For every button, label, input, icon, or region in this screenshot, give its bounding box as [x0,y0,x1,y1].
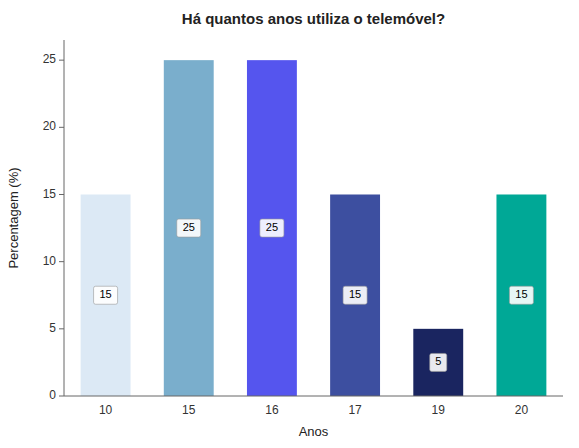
bar [330,194,380,396]
y-tick [59,396,64,397]
x-tick-label: 15 [182,403,196,417]
data-label: 25 [266,221,278,233]
bar [413,329,463,396]
y-tick-label: 5 [49,321,56,335]
data-label-box [343,286,367,304]
x-tick-label: 17 [348,403,362,417]
data-label: 25 [183,221,195,233]
y-tick-label: 0 [49,388,56,402]
data-label-box [430,353,447,371]
x-tick-label: 19 [432,403,446,417]
bar [164,60,214,396]
y-axis-line [64,40,65,396]
x-axis-label: Anos [299,424,329,439]
data-label: 15 [349,288,361,300]
data-label-box [94,286,118,304]
y-tick-label: 25 [43,52,57,66]
y-tick [59,127,64,128]
data-label-box [177,219,201,237]
x-axis-line [64,396,563,397]
bar [496,194,546,396]
y-tick [59,328,64,329]
y-axis-label: Percentagem (%) [6,167,21,268]
page: Chart html, body { margin: 0; padding: 0… [0,0,579,448]
page-body: {"chart_data": {"type": "bar", "title": … [0,0,579,448]
bar [247,60,297,396]
bar [81,194,131,396]
data-label: 5 [435,355,441,367]
data-label: 15 [99,288,111,300]
x-tick-label: 20 [515,403,529,417]
y-tick-label: 10 [43,254,57,268]
y-tick [59,194,64,195]
y-tick-label: 15 [43,187,57,201]
y-tick [59,261,64,262]
title: Há quantos anos utiliza o telemóvel? [182,10,445,27]
data-label-box [509,286,533,304]
x-tick-label: 10 [99,403,113,417]
y-tick-label: 20 [43,119,57,133]
chart-svg: 0 5 10 15 20 25 10 15 16 17 19 20 15 25 25 15 5 15 Há quan… [0,0,579,448]
chart-container: 0 5 10 15 20 25 10 15 16 17 19 20 15 25 25 15 5 15 Há quan… [0,0,579,448]
background [0,0,579,448]
x-tick-label: 16 [265,403,279,417]
y-tick [59,60,64,61]
data-label-box [260,219,284,237]
bars [81,60,547,396]
data-label: 15 [515,288,527,300]
